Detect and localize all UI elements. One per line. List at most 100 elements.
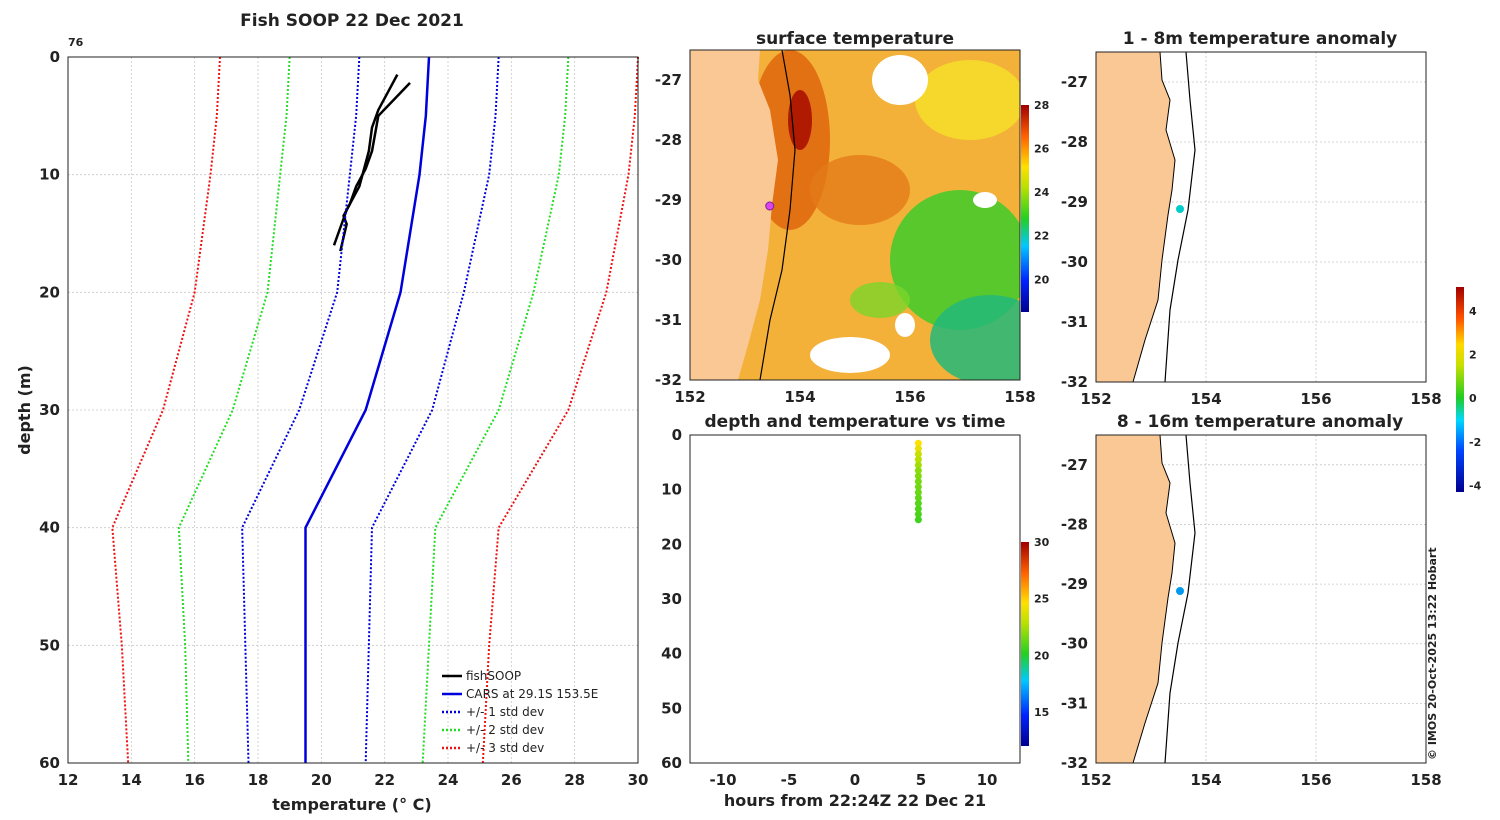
sst-location-marker [765,201,775,211]
profile-y-ticks: 0 10 20 30 40 50 60 [39,48,60,772]
sst-x-tick: 154 [784,388,815,406]
profile-y-tick: 10 [39,166,60,184]
profile-line-fishsoop [339,82,411,252]
sst-colorbar [1021,105,1029,312]
legend-item-std1: +/- 1 std dev [466,705,544,719]
anom1-x-ticks: 152 154 156 158 [1080,390,1441,408]
profile-line--1-std-dev [241,56,361,764]
sst-x-tick: 156 [894,388,925,406]
legend-item-std3: +/- 3 std dev [466,741,544,755]
time-x-tick: 0 [850,771,860,789]
anomaly-colorbar-tick: -2 [1469,436,1481,449]
anom1-y-tick: -31 [1061,313,1088,331]
sst-colorbar-tick: 24 [1034,186,1050,199]
sst-frame [689,49,1021,381]
anom1-x-tick: 154 [1190,390,1221,408]
profile-y-tick: 0 [50,48,60,66]
time-y-ticks: 0 10 20 30 40 50 60 [661,426,682,772]
sst-colorbar-tick: 26 [1034,143,1050,156]
time-colorbar-tick: 15 [1034,706,1049,719]
time-y-tick: 0 [672,426,682,444]
legend-item-fishsoop: fishSOOP [466,669,521,683]
anom1-land [1095,51,1176,383]
legend-item-std2: +/- 2 std dev [466,723,544,737]
sst-y-tick: -29 [655,191,682,209]
sst-green-patch [890,190,1020,330]
time-frame [689,434,1021,764]
profile-x-tick: 28 [564,771,585,789]
time-point [914,467,922,475]
sst-cloud-2 [810,337,890,373]
sst-panel: surface temperature 152 154 156 158 -27-28-… [655,29,1050,406]
time-colorbar-tick: 25 [1034,593,1049,606]
time-x-tick: 5 [916,771,926,789]
time-point [914,494,922,502]
sst-colorbar-ticks: 20 22 24 26 28 [1034,99,1050,286]
time-y-tick: 10 [661,481,682,499]
time-point [914,445,922,453]
profile-x-tick: 26 [501,771,522,789]
time-title: depth and temperature vs time [705,412,1006,432]
time-point [914,439,922,447]
anom2-x-tick: 158 [1410,771,1441,789]
profile-line--3-std-dev [111,56,221,764]
sst-x-ticks: 152 154 156 158 [674,388,1035,406]
profile-y-tick: 30 [39,401,60,419]
anomaly-deep-panel: 8 - 16m temperature anomaly 152 154 156 158… [1061,412,1442,789]
sst-cloud-4 [973,192,997,208]
profile-x-tick: 22 [374,771,395,789]
sst-y-tick: -28 [655,131,682,149]
profile-x-tick: 16 [184,771,205,789]
copyright-text: © IMOS 20-Oct-2025 13:22 Hobart [1426,547,1439,760]
time-x-label: hours from 22:24Z 22 Dec 21 [724,791,986,810]
anom1-title: 1 - 8m temperature anomaly [1123,29,1398,49]
anomaly-shallow-panel: 1 - 8m temperature anomaly 152 154 156 158 … [1061,29,1442,408]
anom2-point [1176,587,1184,595]
time-point [914,516,922,524]
profile-legend: fishSOOP CARS at 29.1S 153.5E +/- 1 std … [442,669,598,755]
profile-title: Fish SOOP 22 Dec 2021 [240,11,464,31]
anom2-x-tick: 156 [1300,771,1331,789]
time-y-tick: 30 [661,590,682,608]
anom2-y-tick: -27 [1061,456,1088,474]
time-point [914,488,922,496]
time-point [914,499,922,507]
sst-hot-core [788,90,812,150]
anom2-y-tick: -31 [1061,694,1088,712]
anom1-point [1176,205,1184,213]
sst-land [690,50,778,380]
profile-line-cars-at-29-1s-153-5e [304,56,431,763]
sst-cool-patch [930,295,1020,380]
sst-x-tick: 152 [674,388,705,406]
profile-line-fishsoop [332,74,399,246]
sst-colorbar-tick: 28 [1034,99,1049,112]
time-y-tick: 20 [661,535,682,553]
anomaly-colorbar-tick: 2 [1469,349,1477,362]
profile-lines [111,56,639,764]
anomaly-colorbar-ticks: -4 -2 0 2 4 [1469,305,1482,492]
time-point [914,461,922,469]
anom1-shelf-contour [1164,51,1196,383]
time-colorbar [1021,542,1029,746]
anom1-x-tick: 156 [1300,390,1331,408]
sst-eddy [810,155,910,225]
profile-panel: Fish SOOP 22 Dec 2021 76 12 14 16 18 20 22 24 2… [15,11,648,814]
sst-colorbar-tick: 22 [1034,230,1049,243]
profile-x-tick: 14 [121,771,142,789]
time-x-ticks: -10 -5 0 5 10 [709,771,997,789]
sst-y-tick: -31 [655,311,682,329]
profile-y-tick: 60 [39,754,60,772]
time-point [914,477,922,485]
sst-y-tick: -30 [655,251,682,269]
anom2-y-ticks: -27 -28 -29 -30 -31 -32 [1061,456,1088,772]
time-point [914,472,922,480]
profile-grid [67,56,639,764]
anom1-x-tick: 158 [1410,390,1441,408]
profile-x-tick: 12 [58,771,79,789]
anom1-y-ticks: -27 -28 -29 -30 -31 -32 [1061,73,1088,391]
profile-x-ticks: 12 14 16 18 20 22 24 26 28 30 [58,771,649,789]
sst-colorbar-tick: 20 [1034,273,1050,286]
anom1-frame [1095,51,1427,383]
anom2-x-ticks: 152 154 156 158 [1080,771,1441,789]
time-y-tick: 50 [661,699,682,717]
